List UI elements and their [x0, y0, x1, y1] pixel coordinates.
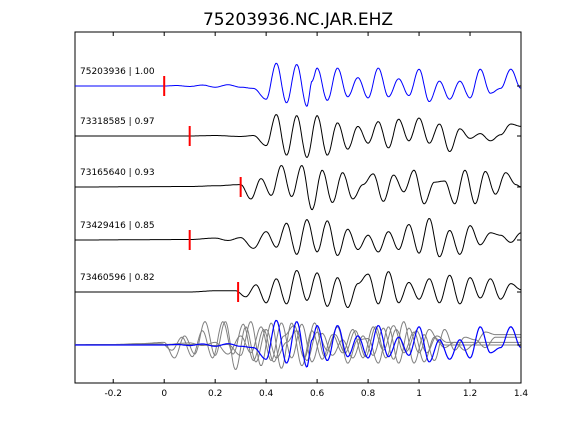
x-tick-label: 1: [416, 389, 422, 399]
x-tick-label: 0.8: [361, 389, 376, 399]
x-tick-label: 0.2: [208, 389, 222, 399]
waveform-trace: [75, 62, 521, 107]
x-tick-label: 0: [161, 389, 167, 399]
x-tick-label: 0.4: [259, 389, 274, 399]
trace-label: 73165640 | 0.93: [80, 168, 155, 178]
x-tick-label: 1.4: [514, 389, 529, 399]
overlay-master-trace: [75, 319, 521, 368]
x-axis: -0.2 0 0.2 0.4 0.6 0.8 1 1.2 1.4: [104, 32, 528, 399]
waveform-trace: [75, 270, 521, 309]
plot-frame: [74, 31, 522, 384]
waveform-trace: [75, 218, 521, 258]
x-tick-label: -0.2: [104, 389, 122, 399]
chart-title: 75203936.NC.JAR.EHZ: [203, 10, 393, 30]
trace-label: 75203936 | 1.00: [80, 67, 155, 77]
x-tick-label: 0.6: [310, 389, 325, 399]
waveform-trace: [75, 114, 521, 158]
trace-label: 73460596 | 0.82: [80, 273, 155, 283]
trace-label: 73318585 | 0.97: [80, 117, 155, 127]
x-tick-label: 1.2: [463, 389, 477, 399]
overlay-trace: [75, 320, 521, 363]
trace-panels: 75203936 | 1.00 73318585 | 0.97 73165640 |…: [75, 62, 521, 309]
overlay-stack: [75, 319, 521, 370]
trace-label: 73429416 | 0.85: [80, 221, 155, 231]
waveform-trace: [75, 165, 521, 211]
